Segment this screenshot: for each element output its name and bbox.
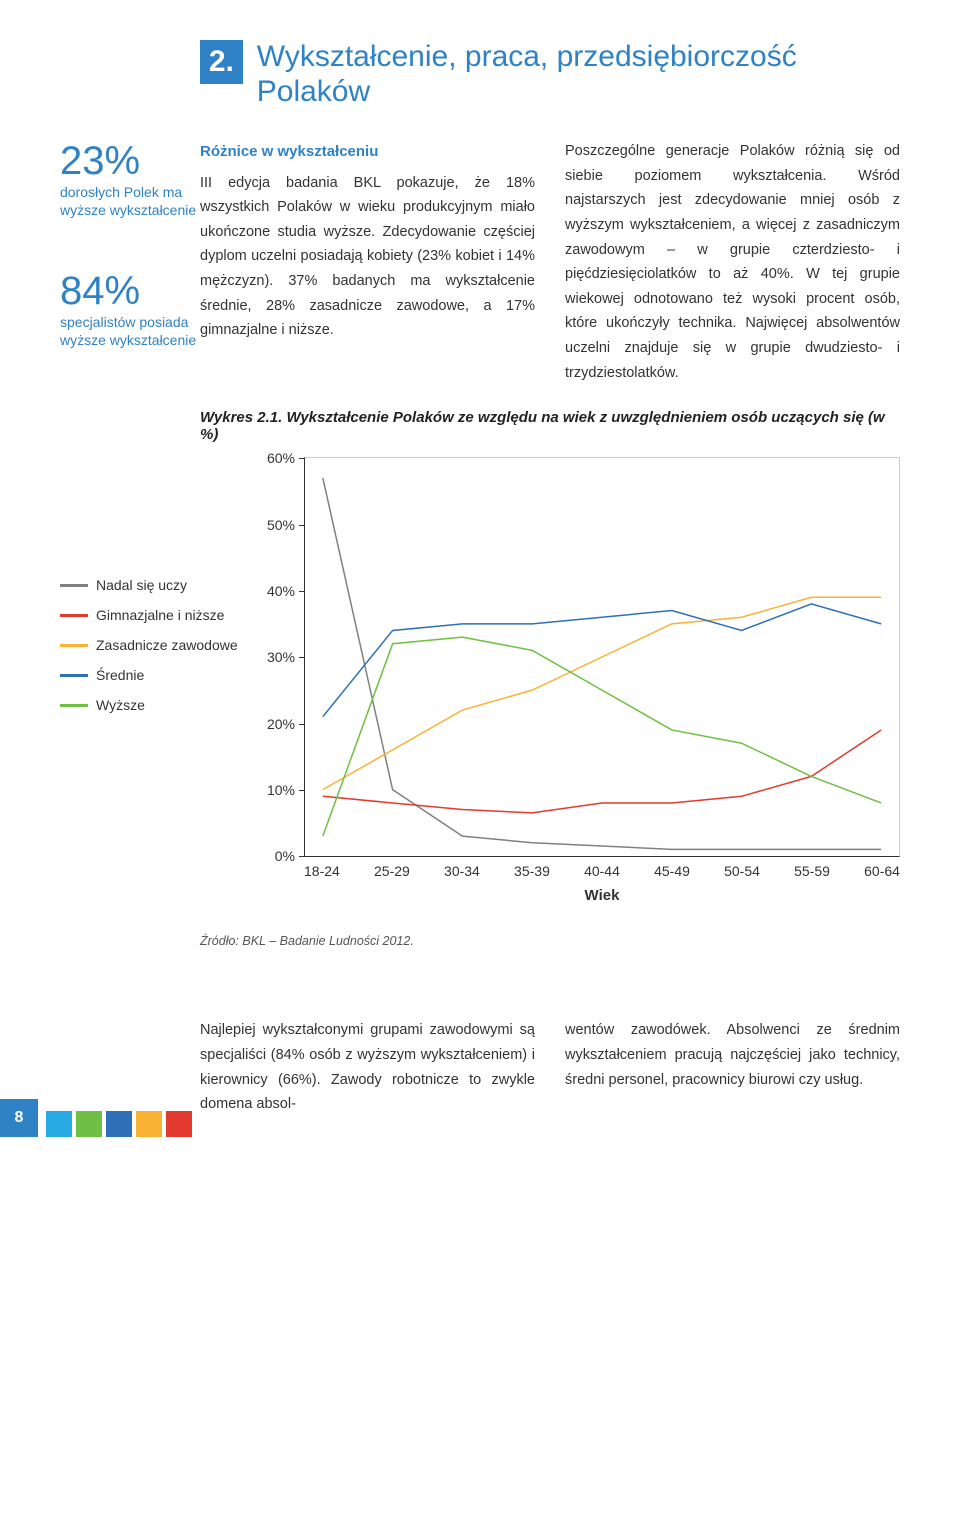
footer-color-square	[106, 1111, 132, 1137]
y-tick-label: 40%	[267, 583, 295, 599]
body-text: III edycja badania BKL pokazuje, że 18% …	[200, 175, 535, 339]
x-tick-label: 18-24	[304, 863, 340, 879]
body-column-left: Różnice w wykształceniu III edycja badan…	[200, 139, 535, 385]
chart-legend: Nadal się uczy Gimnazjalne i niższe Zasadn…	[60, 457, 260, 904]
x-tick-label: 40-44	[584, 863, 620, 879]
legend-swatch	[60, 674, 88, 677]
legend-swatch	[60, 704, 88, 707]
chart-lines	[305, 458, 899, 856]
legend-item: Zasadnicze zawodowe	[60, 637, 260, 653]
x-tick-label: 25-29	[374, 863, 410, 879]
legend-label: Gimnazjalne i niższe	[96, 607, 224, 623]
legend-swatch	[60, 584, 88, 587]
footer-color-square	[46, 1111, 72, 1137]
y-tick-label: 0%	[275, 848, 295, 864]
legend-label: Nadal się uczy	[96, 577, 187, 593]
stat-percent: 84%	[60, 269, 200, 314]
legend-item: Wyższe	[60, 697, 260, 713]
x-tick-label: 55-59	[794, 863, 830, 879]
y-tick-label: 10%	[267, 782, 295, 798]
chart-title: Wykres 2.1. Wykształcenie Polaków ze wzg…	[200, 409, 900, 443]
stat-label: specjalistów posiada wyższe wykształceni…	[60, 314, 200, 349]
series-line	[323, 638, 881, 837]
subheading: Różnice w wykształceniu	[200, 139, 535, 165]
stat-label: dorosłych Polek ma wyższe wykształcenie	[60, 184, 200, 219]
x-tick-label: 50-54	[724, 863, 760, 879]
legend-swatch	[60, 614, 88, 617]
section-title: Wykształcenie, praca, przedsiębiorczość …	[257, 40, 900, 109]
bottom-column-left: Najlepiej wykształconymi grupami zawodow…	[200, 1018, 535, 1117]
section-header: 2. Wykształcenie, praca, przedsiębiorczo…	[200, 40, 900, 109]
x-axis-title: Wiek	[304, 887, 900, 904]
legend-swatch	[60, 644, 88, 647]
x-tick-label: 35-39	[514, 863, 550, 879]
bottom-column-right: wentów zawodówek. Absolwenci ze średnim …	[565, 1018, 900, 1117]
stat-block: 84% specjalistów posiada wyższe wykształ…	[60, 269, 200, 349]
body-text: Poszczególne generacje Polaków różnią si…	[565, 143, 900, 381]
series-line	[323, 478, 881, 849]
chart-area: 0%10%20%30%40%50%60% 18-24 25-29 30-34 35-3…	[260, 457, 900, 904]
x-tick-label: 45-49	[654, 863, 690, 879]
legend-label: Zasadnicze zawodowe	[96, 637, 238, 653]
y-tick-label: 30%	[267, 649, 295, 665]
legend-item: Nadal się uczy	[60, 577, 260, 593]
footer-color-square	[136, 1111, 162, 1137]
footer-color-square	[166, 1111, 192, 1137]
x-axis-labels: 18-24 25-29 30-34 35-39 40-44 45-49 50-54 55-59…	[304, 857, 900, 879]
legend-label: Wyższe	[96, 697, 145, 713]
x-tick-label: 30-34	[444, 863, 480, 879]
chart-plot: 0%10%20%30%40%50%60%	[304, 457, 900, 857]
section-number: 2.	[200, 40, 243, 84]
x-tick-label: 60-64	[864, 863, 900, 879]
stat-percent: 23%	[60, 139, 200, 184]
legend-label: Średnie	[96, 667, 144, 683]
stat-block: 23% dorosłych Polek ma wyższe wykształce…	[60, 139, 200, 219]
body-column-right: Poszczególne generacje Polaków różnią si…	[565, 139, 900, 385]
sidebar-stats: 23% dorosłych Polek ma wyższe wykształce…	[60, 139, 200, 385]
legend-item: Gimnazjalne i niższe	[60, 607, 260, 623]
page-number: 8	[0, 1099, 38, 1137]
y-tick-label: 50%	[267, 517, 295, 533]
y-tick-label: 60%	[267, 450, 295, 466]
legend-item: Średnie	[60, 667, 260, 683]
series-line	[323, 598, 881, 790]
y-tick-label: 20%	[267, 716, 295, 732]
footer-color-square	[76, 1111, 102, 1137]
page-footer: 8	[0, 1099, 192, 1137]
series-line	[323, 604, 881, 717]
chart-source: Źródło: BKL – Badanie Ludności 2012.	[200, 934, 900, 948]
